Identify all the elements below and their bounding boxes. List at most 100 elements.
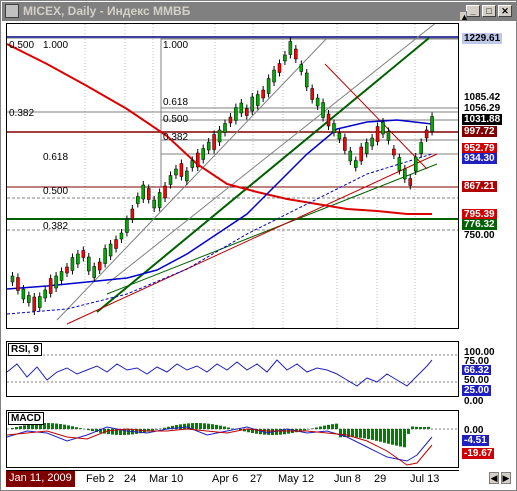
price-axis: ▲ 1229.61 1085.42 1056.29 1031.88 997.72… bbox=[459, 11, 514, 468]
candle-body bbox=[299, 64, 304, 72]
candle-body bbox=[76, 253, 80, 265]
rsi-axis-label: 75.00 bbox=[462, 356, 492, 367]
candle-body bbox=[424, 129, 429, 139]
candle-body bbox=[413, 156, 418, 172]
candle-body bbox=[304, 72, 309, 88]
macd-histogram-bar bbox=[403, 429, 406, 448]
macd-histogram-bar bbox=[231, 428, 234, 429]
macd-histogram-bar bbox=[87, 429, 90, 431]
macd-histogram-bar bbox=[127, 429, 130, 435]
macd-histogram-bar bbox=[399, 429, 402, 447]
minimize-button[interactable]: _ bbox=[466, 5, 480, 17]
fib-label-left-2: 1.000 bbox=[43, 40, 69, 51]
macd-histogram-bar bbox=[179, 424, 182, 429]
title-bar[interactable]: MICEX, Daily - Индекс ММВБ _ □ ✕ bbox=[2, 2, 516, 21]
macd-histogram-bar bbox=[259, 429, 262, 435]
candle-body bbox=[354, 160, 358, 168]
candle-body bbox=[321, 102, 325, 118]
price-label: 776.32 bbox=[462, 219, 497, 230]
candle-body bbox=[157, 192, 162, 208]
candle-body bbox=[119, 232, 124, 240]
candle-body bbox=[27, 295, 31, 303]
time-axis-label: 24 bbox=[124, 473, 137, 485]
scroll-left-icon[interactable]: ◀ bbox=[489, 472, 499, 484]
macd-histogram-bar bbox=[203, 423, 206, 429]
price-chart-pane[interactable]: 0.500 1.000 0.382 0.618 0.500 0.382 1.00… bbox=[6, 23, 459, 329]
macd-histogram-bar bbox=[107, 429, 110, 435]
macd-histogram-bar bbox=[39, 423, 42, 429]
macd-histogram-bar bbox=[367, 429, 370, 440]
macd-histogram-bar bbox=[415, 426, 418, 429]
price-label: 1056.29 bbox=[462, 103, 503, 114]
macd-histogram-bar bbox=[335, 423, 338, 429]
price-label: 867.21 bbox=[462, 181, 497, 192]
candle-body bbox=[283, 54, 287, 62]
macd-histogram-bar bbox=[75, 427, 78, 429]
rsi-svg bbox=[7, 354, 458, 387]
candle-body bbox=[87, 256, 91, 272]
macd-histogram-bar bbox=[171, 425, 174, 429]
candle-body bbox=[419, 142, 423, 154]
candle-body bbox=[65, 266, 69, 274]
candle-body bbox=[392, 148, 396, 156]
candle-body bbox=[141, 184, 146, 200]
time-axis-label: Jun 8 bbox=[334, 473, 361, 485]
candle-body bbox=[206, 141, 211, 151]
scroll-up-icon[interactable]: ▲ bbox=[459, 11, 469, 22]
macd-histogram-bar bbox=[147, 429, 150, 432]
macd-histogram-bar bbox=[19, 426, 22, 429]
macd-histogram-bar bbox=[71, 426, 74, 429]
macd-histogram-bar bbox=[195, 423, 198, 429]
close-button[interactable]: ✕ bbox=[498, 5, 512, 17]
macd-histogram-bar bbox=[383, 429, 386, 443]
candle-body bbox=[239, 102, 244, 114]
rsi-axis-label: 66.32 bbox=[462, 365, 492, 376]
candle-body bbox=[136, 196, 140, 204]
candle-body bbox=[294, 48, 298, 60]
macd-histogram-bar bbox=[119, 429, 122, 435]
macd-histogram-bar bbox=[315, 427, 318, 429]
macd-histogram-bar bbox=[79, 428, 82, 429]
candle-body bbox=[272, 69, 276, 83]
maximize-button[interactable]: □ bbox=[482, 5, 496, 17]
scroll-right-icon[interactable]: ▶ bbox=[501, 472, 511, 484]
macd-histogram-bar bbox=[167, 426, 170, 429]
macd-histogram-bar bbox=[311, 428, 314, 429]
macd-histogram-bar bbox=[59, 424, 62, 429]
candle-body bbox=[21, 288, 26, 300]
macd-histogram-bar bbox=[371, 429, 374, 440]
candle-body bbox=[217, 129, 222, 143]
macd-histogram-bar bbox=[163, 427, 166, 429]
macd-histogram-bar bbox=[331, 424, 334, 429]
candle-body bbox=[255, 94, 260, 106]
macd-histogram-bar bbox=[375, 429, 378, 441]
candle-body bbox=[288, 41, 293, 55]
candle-body bbox=[32, 296, 37, 312]
rsi-axis-label: 0.00 bbox=[462, 396, 486, 407]
price-label: 795.39 bbox=[462, 209, 497, 220]
macd-histogram-bar bbox=[111, 429, 114, 435]
candle-body bbox=[97, 261, 102, 271]
price-label: 750.00 bbox=[462, 230, 497, 241]
macd-histogram-bar bbox=[215, 424, 218, 429]
macd-histogram-bar bbox=[199, 423, 202, 429]
time-axis-label: May 12 bbox=[278, 473, 315, 485]
macd-pane[interactable]: MACD bbox=[6, 410, 459, 468]
price-label: 1229.61 bbox=[462, 33, 503, 44]
macd-histogram-bar bbox=[55, 423, 58, 429]
macd-axis-label: -4.51 bbox=[462, 435, 489, 446]
time-axis-label: 27 bbox=[250, 473, 263, 485]
candle-body bbox=[59, 271, 64, 281]
candle-body bbox=[43, 289, 47, 299]
macd-svg bbox=[7, 423, 458, 466]
macd-histogram-bar bbox=[227, 427, 230, 429]
macd-histogram-bar bbox=[251, 429, 254, 434]
macd-histogram-bar bbox=[99, 429, 102, 433]
macd-histogram-bar bbox=[23, 425, 26, 429]
window-title: MICEX, Daily - Индекс ММВБ bbox=[23, 4, 191, 18]
macd-histogram-bar bbox=[391, 429, 394, 445]
candle-body bbox=[81, 250, 86, 258]
rsi-pane[interactable]: RSI, 9 bbox=[6, 341, 459, 397]
macd-histogram-bar bbox=[359, 429, 362, 438]
